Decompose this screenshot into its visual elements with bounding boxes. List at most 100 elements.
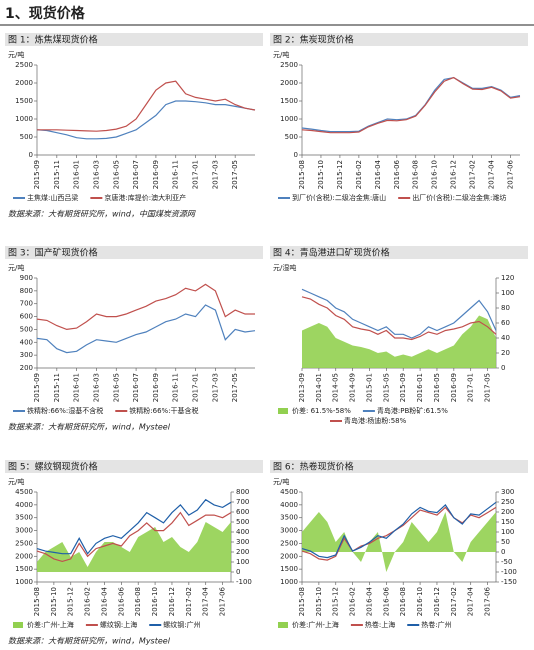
x-tick-label: 2016-09 [450,373,458,402]
y2-tick-label: 100 [501,528,514,536]
y-tick-label: 700 [20,300,33,308]
x-tick-label: 2016-08 [134,587,142,616]
x-tick-label: 2017-01 [192,373,200,402]
y2-tick-label: 0 [236,568,240,576]
x-tick-label: 2015-12 [332,587,340,616]
y2-tick-label: 400 [236,528,249,536]
x-tick-label: 2015-08 [298,160,306,189]
y2-tick-label: -100 [501,568,517,576]
x-tick-label: 2017-01 [192,160,200,189]
x-tick-label: 2015-12 [67,587,75,616]
y2-tick-label: 200 [236,548,249,556]
legend-label: 主焦煤:山西吕梁 [27,193,78,202]
x-tick-label: 2016-05 [112,160,120,189]
x-tick-label: 2016-01 [73,160,81,189]
x-tick-label: 2016-03 [92,373,100,402]
legend-label: 京唐港:库提价:澳大利亚产 [104,193,186,202]
unit-label: 元/吨 [273,477,289,486]
legend-label: 价差: 61.5%-58% [292,406,351,415]
x-tick-label: 2016-06 [393,159,401,189]
y-tick-label: 1000 [280,115,298,123]
y-tick-label: 1500 [15,97,33,105]
x-tick-label: 2016-05 [112,373,120,402]
y2-tick-label: 250 [501,498,514,506]
panel-header [5,246,263,259]
y-tick-label: 600 [20,313,33,321]
y2-tick-label: -150 [501,578,517,586]
line-series [36,498,232,555]
x-tick-label: 2016-09 [152,160,160,189]
x-tick-label: 2015-10 [315,587,323,616]
y-tick-label: 3000 [15,527,33,535]
line-series [36,511,232,563]
line-series [301,501,497,559]
x-tick-label: 2016-06 [117,586,125,616]
area-series [302,315,496,368]
line-series [36,100,256,140]
y-tick-label: 2500 [280,539,298,547]
x-tick-label: 2015-05 [382,373,390,402]
x-tick-label: 2017-03 [211,373,219,402]
x-tick-label: 2015-11 [53,160,61,189]
y-tick-label: 1000 [15,578,33,586]
panel-header [5,460,263,473]
x-tick-label: 2015-09 [33,160,41,189]
x-tick-label: 2016-07 [132,373,140,402]
area-series [302,512,496,572]
unit-label: 元/吨 [273,50,289,59]
y-tick-label: 4000 [280,501,298,509]
x-tick-label: 2014-05 [332,373,340,402]
unit-label: 元/吨 [8,477,24,486]
x-tick-label: 2017-05 [484,373,492,402]
x-tick-label: 2017-04 [202,586,210,616]
legend-label: 价差:广州-上海 [292,620,339,629]
y2-tick-label: 200 [501,508,514,516]
x-tick-label: 2017-05 [231,160,239,189]
x-tick-label: 2016-03 [92,160,100,189]
legend-label: 价差:广州-上海 [27,620,74,629]
y-tick-label: 120 [501,274,514,282]
x-tick-label: 2017-02 [450,587,458,616]
y-tick-label: 3500 [280,514,298,522]
line-series [301,296,497,341]
y-tick-label: 2500 [15,539,33,547]
x-tick-label: 2016-01 [73,373,81,402]
y2-tick-label: 100 [236,558,249,566]
y-tick-label: 800 [20,287,33,295]
y-tick-label: 80 [501,304,510,312]
x-tick-label: 2017-02 [469,160,477,189]
panel-title: 图 1：炼焦煤现货价格 [8,34,98,46]
y-tick-label: 60 [501,319,510,327]
line-series [36,283,255,331]
x-tick-label: 2016-06 [382,586,390,616]
y2-tick-label: 700 [236,498,249,506]
x-tick-label: 2016-12 [450,160,458,189]
y-tick-label: 200 [20,364,33,372]
y-tick-label: 500 [20,133,33,141]
unit-label: 元/湿吨 [273,263,296,272]
x-tick-label: 2015-09 [399,373,407,402]
legend-swatch [278,408,288,414]
y-tick-label: 2500 [280,61,298,69]
x-tick-label: 2015-10 [317,160,325,189]
y2-tick-label: 300 [501,488,514,496]
x-tick-label: 2014-09 [349,373,357,402]
x-tick-label: 2016-05 [433,373,441,402]
y2-tick-label: 500 [236,518,249,526]
y-tick-label: 300 [20,351,33,359]
x-tick-label: 2016-11 [172,160,180,189]
x-tick-label: 2016-04 [100,586,108,616]
y-tick-label: 3500 [15,514,33,522]
line-series [36,304,256,354]
y-tick-label: 100 [501,289,514,297]
x-tick-label: 2015-08 [298,587,306,616]
x-tick-label: 2016-09 [152,373,160,402]
unit-label: 元/吨 [8,263,24,272]
y-tick-label: 4500 [15,488,33,496]
x-tick-label: 2015-12 [336,160,344,189]
line-series [301,76,521,133]
legend-label: 热卷:广州 [421,620,451,629]
panel-title: 图 3：国产矿现货价格 [8,247,98,259]
legend-label: 青岛港:PB粉矿:61.5% [377,406,448,415]
y-tick-label: 0 [29,151,33,159]
